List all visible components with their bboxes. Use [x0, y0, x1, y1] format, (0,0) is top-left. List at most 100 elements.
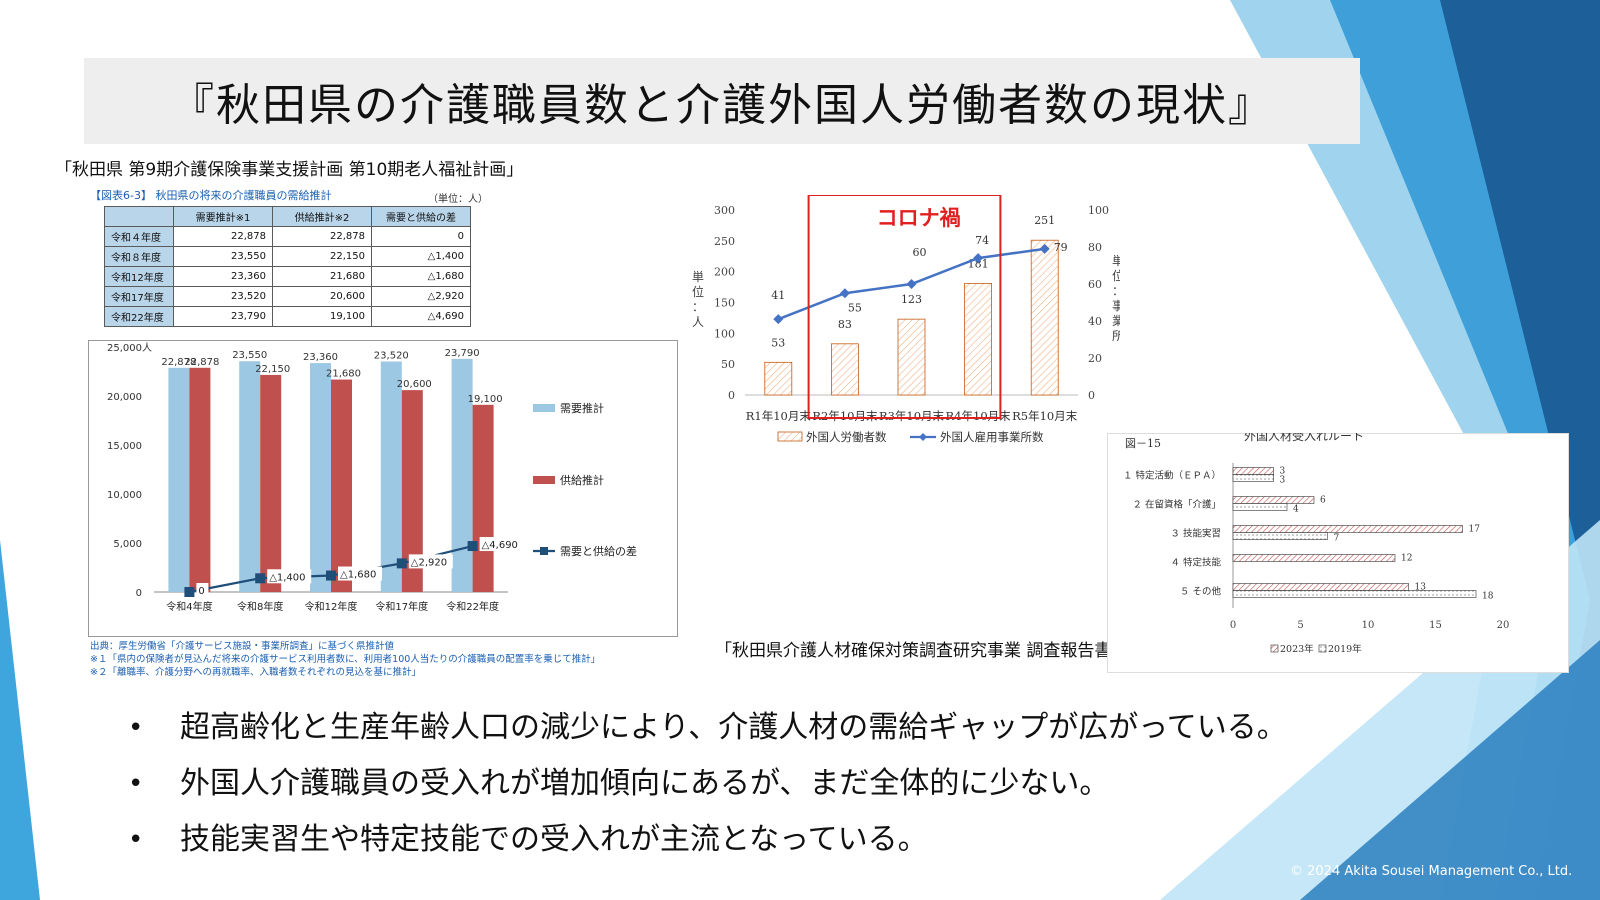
- worker-bar: [964, 282, 993, 396]
- table-notes: 出典：厚生労働省「介護サービス施設・事業所調査」に基づく県推計値 ※１「県内の保…: [90, 640, 600, 679]
- deco-bottom-dark-band: [1300, 640, 1600, 900]
- bullet-icon: •: [128, 713, 144, 743]
- y-left-tick-label: 100: [714, 327, 735, 340]
- value-label-2023: 3: [1280, 467, 1286, 477]
- x-tick-label: 令和22年度: [446, 600, 499, 613]
- table-header-row: 需要推計※1 供給推計※2 需要と供給の差: [104, 206, 471, 227]
- legend-swatch-supply: [533, 476, 555, 484]
- x-tick-label: 5: [1297, 620, 1303, 631]
- table-header-cell: 需要と供給の差: [371, 206, 471, 227]
- demand-value-label: 22,878: [161, 357, 196, 368]
- gap-marker: [184, 587, 195, 597]
- y-right-axis-label: 単: [1112, 254, 1120, 268]
- offices-marker: [839, 288, 850, 299]
- supply-value-label: 20,600: [397, 379, 432, 390]
- y-right-tick-label: 100: [1088, 204, 1109, 217]
- table-cell: 22,150: [272, 246, 372, 267]
- legend-label: 外国人労働者数: [806, 430, 887, 444]
- y-right-tick-label: 80: [1088, 241, 1102, 254]
- supply-bar: [401, 390, 423, 592]
- acceptance-route-chart: 図－15 外国人材受入れルート 0 5 10 15 20 １ 特定活動（ＥＰＡ） 33 ２ 在留資…: [1123, 433, 1510, 655]
- x-tick-label: R4年10月末: [946, 409, 1012, 423]
- legend-swatch-2019: [1318, 644, 1327, 653]
- worker-value-label: 53: [771, 336, 785, 349]
- gap-marker: [326, 570, 336, 581]
- bar-2019: [1232, 503, 1288, 511]
- demand-bar: [380, 361, 402, 592]
- deco-dark-band: [1440, 0, 1600, 900]
- y-right-axis-label: 位: [1112, 268, 1120, 283]
- table-cell: 20,600: [272, 286, 372, 307]
- y-right-axis-label: 事: [1112, 299, 1120, 313]
- bar-2019: [1232, 474, 1274, 482]
- gap-value-label: 0: [198, 586, 204, 597]
- offices-marker: [773, 314, 784, 325]
- table-caption: 【図表6-3】 秋田県の将来の介護職員の需給推計: [90, 189, 332, 202]
- legend-marker-gap: [540, 547, 548, 555]
- x-tick-label: 15: [1429, 620, 1442, 631]
- offices-marker: [906, 279, 917, 289]
- worker-bar: [830, 343, 859, 396]
- offices-value-label: 41: [771, 289, 785, 302]
- y-left-tick-label: 0: [728, 389, 735, 402]
- value-label-2023: 17: [1469, 525, 1481, 535]
- y-right-tick-label: 20: [1088, 352, 1102, 365]
- y-left-axis-label: 人: [692, 315, 704, 329]
- offices-marker: [1039, 243, 1050, 254]
- source-citation-plan: 「秋田県 第9期介護保険事業支援計画 第10期老人福祉計画」: [55, 160, 524, 180]
- gap-label-bg: [479, 537, 524, 552]
- y-category-label: ５ その他: [1180, 586, 1222, 598]
- x-tick-label: 10: [1362, 620, 1375, 631]
- table-unit: （単位：人）: [428, 194, 488, 205]
- bullet-item: • 超高齢化と生産年齢人口の減少により、介護人材の需給ギャップが広がっている。: [128, 700, 1287, 756]
- gap-value-label: △1,400: [269, 572, 305, 583]
- value-label-2019: 7: [1334, 534, 1340, 544]
- x-tick-label: 令和8年度: [237, 600, 283, 613]
- gap-label-bg: [338, 566, 382, 581]
- figure-label: 図－15: [1125, 437, 1161, 450]
- table-row: 令和４年度 22,878 22,878 0: [104, 226, 471, 247]
- table-cell: 23,520: [173, 286, 273, 307]
- legend-label: 需要推計: [560, 401, 604, 415]
- gap-value-label: △1,680: [340, 570, 376, 581]
- y-left-axis-label: ：: [692, 300, 704, 314]
- demand-value-label: 23,790: [445, 348, 480, 359]
- y-right-axis-label: 業: [1112, 314, 1120, 328]
- y-tick-label: 25,000: [107, 343, 142, 354]
- gap-value-label: △2,920: [411, 557, 447, 568]
- gap-marker: [396, 558, 407, 569]
- bar-2023: [1232, 583, 1409, 591]
- x-tick-label: 20: [1497, 620, 1510, 631]
- y-right-axis-label: ：: [1112, 284, 1120, 298]
- y-left-tick-label: 250: [714, 235, 735, 248]
- value-label-2019: 3: [1280, 476, 1286, 486]
- bullet-text: 超高齢化と生産年齢人口の減少により、介護人材の需給ギャップが広がっている。: [180, 710, 1287, 745]
- demand-bar: [310, 363, 331, 592]
- table-cell: 22,878: [272, 226, 372, 247]
- x-tick-label: R2年10月末: [812, 409, 878, 423]
- y-unit-label: 人: [142, 342, 152, 354]
- table-header-cell: [104, 206, 174, 227]
- demand-value-label: 23,550: [232, 350, 267, 361]
- table-cell: 21,680: [272, 266, 372, 287]
- y-category-label: ４ 特定技能: [1170, 557, 1221, 569]
- bullet-item: • 技能実習生や特定技能での受入れが主流となっている。: [128, 812, 1287, 868]
- table-row: 令和８年度 23,550 22,150 △1,400: [104, 246, 471, 267]
- supply-bar: [189, 367, 211, 592]
- y-tick-label: 5,000: [113, 539, 142, 550]
- y-category-label: １ 特定活動（ＥＰＡ）: [1123, 470, 1221, 482]
- x-tick-label: 令和4年度: [166, 600, 212, 613]
- value-label-2023: 12: [1401, 554, 1412, 564]
- bar-2019: [1232, 532, 1328, 540]
- table-cell: 23,790: [173, 306, 273, 327]
- gap-value-label: △4,690: [482, 540, 518, 551]
- x-tick-label: 0: [1230, 620, 1236, 631]
- supply-value-label: 22,150: [255, 364, 290, 375]
- y-left-tick-label: 50: [721, 358, 735, 371]
- y-left-tick-label: 200: [714, 266, 735, 279]
- worker-value-label: 123: [901, 293, 922, 306]
- note-line: ※２「離職率、介護分野への再就職率、入職者数それぞれの見込を基に推計」: [90, 667, 421, 678]
- supply-bar: [260, 374, 282, 592]
- note-line: 出典：厚生労働省「介護サービス施設・事業所調査」に基づく県推計値: [90, 641, 395, 652]
- demand-bar: [168, 367, 190, 592]
